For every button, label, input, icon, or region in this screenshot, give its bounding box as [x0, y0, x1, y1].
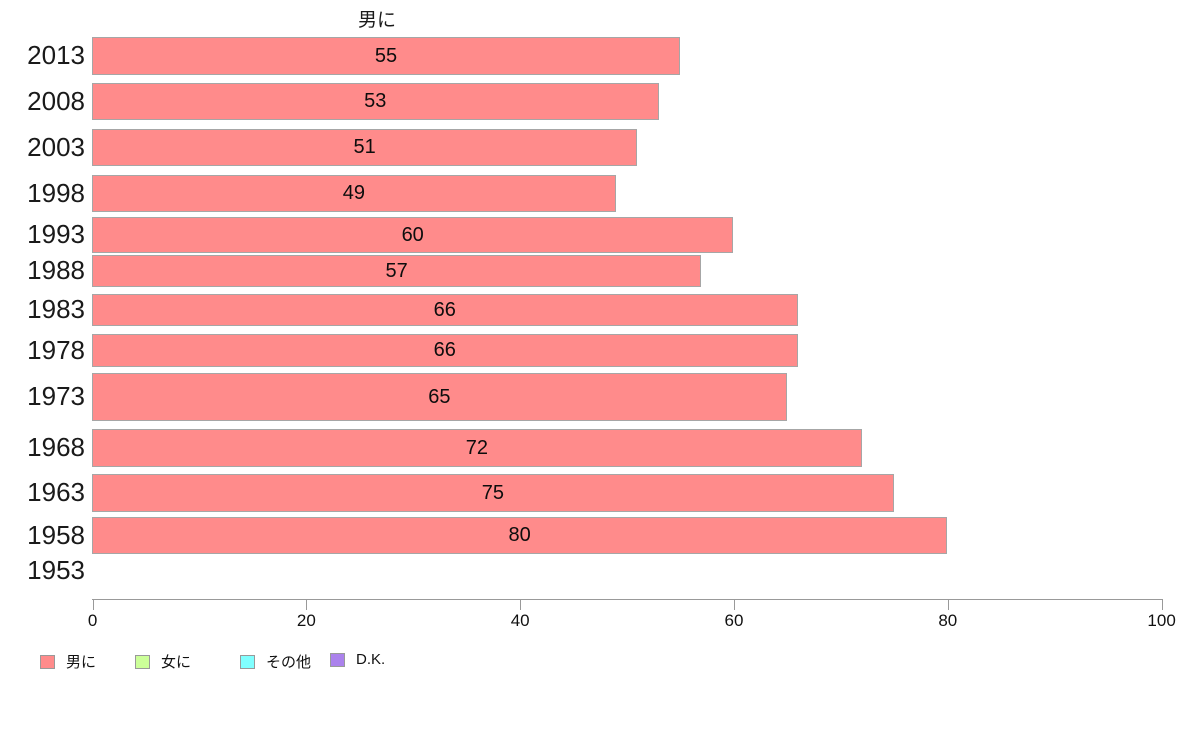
y-axis-label: 1968: [27, 431, 85, 462]
bar-value-label: 66: [433, 298, 456, 321]
x-axis-tick-label: 80: [938, 611, 958, 630]
legend-item-2[interactable]: その他: [240, 651, 311, 672]
bar: 66: [92, 334, 798, 367]
bar-value-label: 75: [481, 481, 504, 504]
legend-swatch: [40, 654, 55, 669]
bar-value-label: 80: [508, 524, 531, 546]
bar: 65: [92, 373, 787, 421]
y-axis-label: 1963: [27, 476, 85, 507]
legend-item-label: 女に: [161, 654, 192, 671]
y-axis-label: 1993: [27, 218, 85, 249]
legend-swatch: [240, 654, 255, 669]
x-axis-tick-label: 100: [1147, 611, 1176, 630]
bar: 55: [92, 37, 680, 75]
bar-value-label: 55: [374, 44, 398, 67]
bar: 66: [92, 294, 798, 326]
bar-value-label: 49: [342, 182, 366, 204]
bar-value-label: 60: [401, 223, 424, 246]
bar: 53: [92, 83, 659, 120]
bar: 60: [92, 217, 734, 253]
bar: 75: [92, 474, 894, 512]
bar-value-label: 51: [353, 136, 376, 158]
bar-value-label: 57: [385, 259, 408, 282]
x-axis-tick-label: 60: [724, 611, 744, 630]
y-axis-label: 1998: [27, 177, 85, 208]
bar-value-label: 53: [364, 90, 387, 112]
legend-item-3[interactable]: D.K.: [330, 651, 385, 668]
y-axis-label: 1953: [27, 554, 85, 585]
bar: 72: [92, 429, 862, 467]
x-axis-tick-label: 0: [87, 611, 98, 630]
x-axis-tick: [520, 599, 522, 610]
legend-item-label: D.K.: [356, 651, 386, 668]
bar: 51: [92, 129, 638, 166]
x-axis-tick-label: 20: [296, 611, 316, 630]
bar: 49: [92, 175, 616, 212]
legend-item-label: 男に: [66, 654, 97, 671]
x-axis-tick: [306, 599, 308, 610]
y-axis-label: 1958: [27, 519, 85, 550]
x-axis-tick: [947, 599, 949, 610]
legend-item-1[interactable]: 女に: [135, 651, 191, 672]
bar: 80: [92, 517, 948, 554]
y-axis-label: 1983: [27, 293, 85, 324]
legend-item-label: その他: [266, 654, 312, 671]
x-axis-tick-label: 40: [510, 611, 530, 630]
y-axis-label: 2008: [27, 85, 85, 116]
y-axis-label: 1973: [27, 380, 85, 411]
x-axis-tick: [92, 599, 94, 610]
x-axis-line: [92, 599, 1162, 600]
y-axis-label: 1988: [27, 254, 85, 285]
bar-value-label: 72: [465, 436, 488, 459]
x-axis-tick: [734, 599, 735, 610]
legend-item-0[interactable]: 男に: [40, 651, 96, 672]
bar: 57: [92, 255, 702, 287]
x-axis-tick: [1161, 599, 1163, 610]
y-axis-label: 2013: [27, 39, 85, 70]
legend-swatch: [135, 654, 150, 669]
chart-title: 男に: [358, 10, 397, 31]
y-axis-label: 2003: [27, 131, 85, 162]
bar-value-label: 66: [433, 339, 456, 361]
bar-value-label: 65: [428, 385, 451, 408]
y-axis-label: 1978: [27, 334, 85, 365]
legend-swatch: [330, 652, 345, 667]
